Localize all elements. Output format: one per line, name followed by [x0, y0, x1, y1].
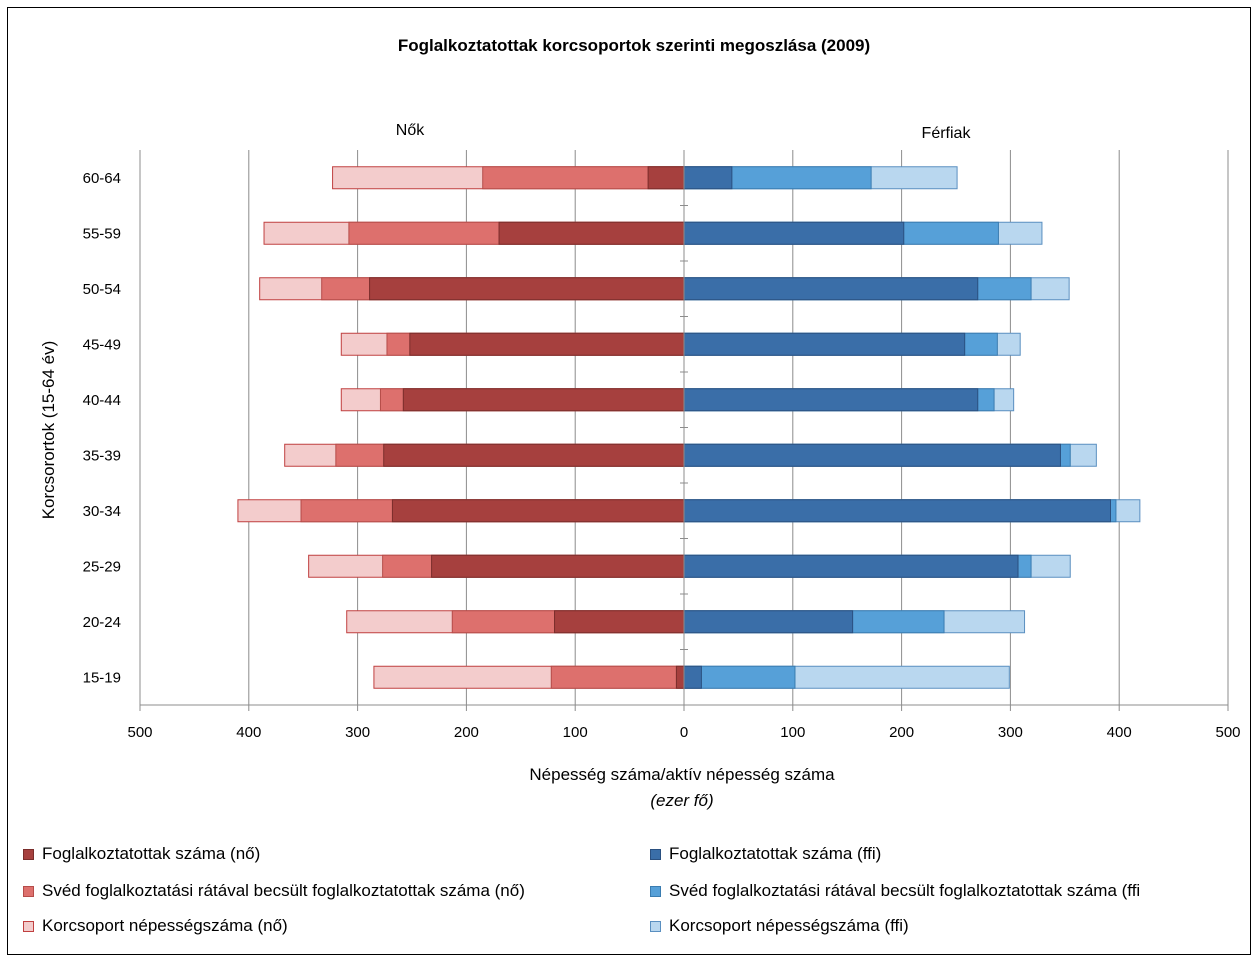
legend-label: Foglalkoztatottak száma (nő)	[42, 844, 261, 863]
x-axis-sublabel: (ezer fő)	[650, 791, 713, 810]
legend-swatch	[23, 920, 34, 932]
y-axis-label: Korcsorortok (15-64 év)	[39, 341, 58, 520]
bar-left-front	[402, 388, 685, 412]
y-tick-label: 35-39	[83, 447, 121, 464]
bars	[237, 166, 1141, 689]
legend-item-population-men: Korcsoport népességszáma (ffi)	[650, 916, 909, 936]
legend-label: Svéd foglalkoztatási rátával becsült fog…	[669, 881, 1141, 900]
bar-left-front	[409, 332, 685, 356]
y-tick-label: 40-44	[83, 392, 121, 409]
legend-swatch	[650, 885, 661, 897]
y-tick-label: 50-54	[83, 281, 121, 298]
panel-label-women: Nők	[396, 122, 425, 139]
axes: 500 400 300 200 100 0 100 200 300 400 500 60-64 55-5…	[83, 150, 1241, 741]
x-tick-label: 500	[1215, 724, 1240, 741]
bar-left-front	[498, 221, 685, 245]
bar-right-front	[683, 554, 1019, 578]
bar-left-front	[391, 499, 685, 523]
y-tick-label: 20-24	[83, 614, 121, 631]
y-tick-label: 25-29	[83, 558, 121, 575]
legend-swatch	[23, 848, 34, 860]
legend-swatch	[650, 848, 661, 860]
bar-left-front	[383, 443, 685, 467]
legend-swatch	[23, 885, 34, 897]
legend-item-swedish-rate-men: Svéd foglalkoztatási rátával becsült fog…	[650, 881, 1140, 901]
y-tick-label: 60-64	[83, 170, 121, 187]
x-tick-label: 300	[998, 724, 1023, 741]
bar-right-front	[683, 610, 854, 634]
y-tick-label: 55-59	[83, 225, 121, 242]
bar-left-front	[431, 554, 685, 578]
x-tick-label: 100	[780, 724, 805, 741]
legend-label: Svéd foglalkoztatási rátával becsült fog…	[42, 881, 525, 900]
x-tick-label: 100	[563, 724, 588, 741]
bar-left-middle	[550, 665, 685, 689]
legend-label: Foglalkoztatottak száma (ffi)	[669, 844, 882, 863]
chart-frame: 500 400 300 200 100 0 100 200 300 400 500 60-64 55-5…	[7, 7, 1251, 955]
x-tick-label: 200	[454, 724, 479, 741]
chart-title: Foglalkoztatottak korcsoportok szerinti …	[398, 36, 870, 55]
bar-left-front	[554, 610, 685, 634]
x-axis-label: Népesség száma/aktív népesség száma	[529, 765, 835, 784]
x-tick-label: 300	[345, 724, 370, 741]
x-tick-label: 400	[1107, 724, 1132, 741]
bar-right-front	[683, 221, 905, 245]
legend-item-employed-women: Foglalkoztatottak száma (nő)	[23, 844, 260, 864]
bar-right-front	[683, 166, 733, 190]
panel-label-men: Férfiak	[922, 125, 972, 142]
bar-right-front	[683, 332, 966, 356]
population-pyramid-chart: 500 400 300 200 100 0 100 200 300 400 500 60-64 55-5…	[39, 36, 1241, 810]
legend-item-swedish-rate-women: Svéd foglalkoztatási rátával becsült fog…	[23, 881, 525, 901]
legend-item-population-women: Korcsoport népességszáma (nő)	[23, 916, 288, 936]
bar-right-front	[683, 499, 1111, 523]
legend-swatch	[650, 920, 661, 932]
bar-right-front	[683, 443, 1061, 467]
x-tick-label: 200	[889, 724, 914, 741]
y-tick-label: 30-34	[83, 503, 121, 520]
x-tick-label: 500	[127, 724, 152, 741]
x-tick-label: 0	[680, 724, 688, 741]
x-tick-label: 400	[236, 724, 261, 741]
bar-right-front	[683, 277, 979, 301]
bar-right-front	[683, 388, 979, 412]
legend-label: Korcsoport népességszáma (ffi)	[669, 916, 909, 935]
legend-label: Korcsoport népességszáma (nő)	[42, 916, 288, 935]
y-tick-label: 15-19	[83, 669, 121, 686]
bar-right-front	[683, 665, 702, 689]
bar-left-front	[369, 277, 685, 301]
bar-left-front	[647, 166, 685, 190]
bar-left-front	[675, 665, 685, 689]
y-tick-label: 45-49	[83, 336, 121, 353]
legend-item-employed-men: Foglalkoztatottak száma (ffi)	[650, 844, 881, 864]
